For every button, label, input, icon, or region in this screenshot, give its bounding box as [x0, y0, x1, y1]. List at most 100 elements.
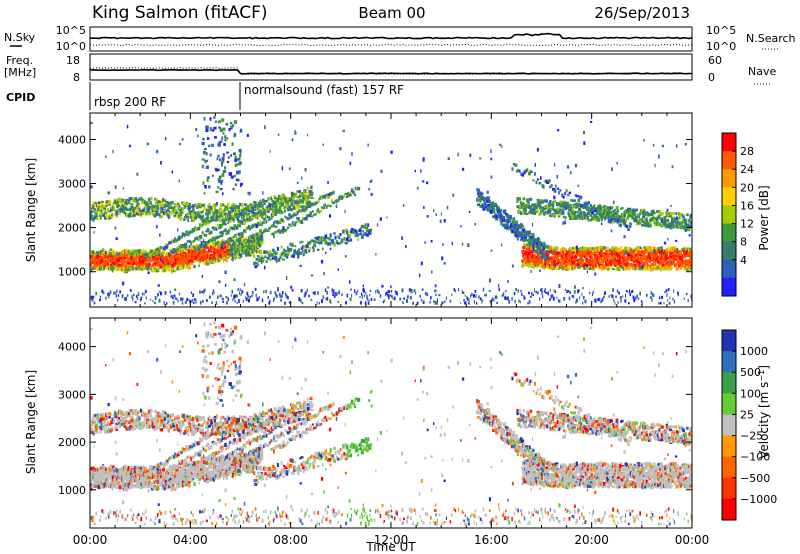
power-cell [544, 259, 546, 261]
cpid-label: CPID [6, 91, 35, 104]
power-cell [156, 210, 159, 214]
power-cell [333, 244, 336, 247]
power-cell [241, 238, 243, 241]
power-cell [582, 261, 584, 265]
power-cell [342, 230, 345, 233]
power-cell [204, 249, 206, 251]
power-cell [142, 293, 143, 296]
power-cell [207, 215, 209, 218]
power-cell [667, 219, 669, 222]
power-cell [179, 205, 181, 208]
power-cell [205, 126, 208, 130]
power-cell [235, 257, 237, 259]
power-cell [223, 143, 226, 146]
freq-label-line2: [MHz] [4, 66, 36, 79]
power-cell [146, 202, 149, 206]
power-cell [210, 154, 212, 157]
power-cell [200, 245, 202, 248]
power-cell [215, 121, 217, 123]
power-cell [154, 198, 156, 201]
power-cell [546, 199, 548, 203]
power-cell [358, 229, 361, 232]
power-cell [539, 206, 542, 210]
power-cell [357, 239, 359, 241]
power-cell [119, 268, 121, 271]
noise-right-tick-top: 10^5 [706, 24, 736, 37]
power-cell [317, 200, 320, 203]
power-cell [340, 233, 342, 236]
power-cell [203, 151, 206, 155]
power-cell [209, 203, 211, 206]
power-cell [208, 176, 210, 179]
power-cell [115, 200, 117, 204]
power-cell [104, 260, 106, 262]
power-cell [287, 202, 290, 204]
power-cell [222, 233, 224, 237]
power-cell [289, 206, 291, 210]
power-cell [234, 234, 237, 237]
power-cell [294, 245, 296, 247]
power-cell [621, 207, 624, 209]
power-cell [287, 218, 290, 221]
power-cell [239, 224, 241, 228]
power-cell [210, 231, 212, 235]
power-cell [229, 207, 232, 209]
power-cell [219, 176, 222, 180]
power-cell [569, 192, 571, 194]
power-cell [159, 205, 161, 209]
power-cell [529, 231, 531, 234]
power-cell [236, 237, 238, 240]
power-cell [215, 228, 217, 231]
power-cell [299, 191, 301, 194]
power-cell [684, 247, 686, 249]
power-cell [235, 156, 237, 159]
power-cell [278, 198, 280, 200]
power-cell [623, 267, 625, 270]
power-cell [247, 240, 250, 244]
power-cell [557, 248, 559, 251]
power-cell [146, 250, 148, 253]
power-cell [116, 294, 117, 298]
power-cell [650, 224, 652, 228]
power-cell [242, 206, 244, 209]
power-cell [281, 195, 283, 198]
power-cell [537, 252, 539, 254]
power-cell [103, 268, 105, 270]
power-cell [174, 269, 177, 271]
power-cell [221, 136, 223, 140]
power-cell [223, 220, 226, 224]
power-cell [99, 299, 101, 302]
power-cell [338, 236, 340, 239]
power-cell [289, 248, 292, 251]
power-cell [192, 293, 194, 297]
power-cell [236, 179, 239, 181]
power-cell [526, 168, 528, 172]
power-cell [298, 205, 301, 208]
power-cell [494, 208, 496, 212]
power-cell [226, 152, 228, 154]
power-cell [262, 257, 265, 259]
power-cell [234, 120, 237, 124]
power-cell [685, 220, 687, 224]
power-cell [323, 240, 326, 242]
power-cell [154, 302, 156, 304]
power-cell [635, 216, 637, 220]
power-cell [190, 231, 193, 234]
power-cell [310, 192, 313, 194]
power-cell [595, 265, 597, 268]
date-title: 26/Sep/2013 [594, 4, 690, 22]
power-cell [220, 205, 222, 207]
power-cell [128, 200, 131, 202]
power-cell [231, 240, 234, 242]
power-cell [626, 225, 628, 229]
power-cell [587, 204, 589, 207]
power-cell [282, 258, 285, 260]
power-cell [540, 210, 542, 214]
power-cell [100, 217, 102, 220]
power-cell [205, 185, 207, 188]
power-cell [185, 301, 187, 304]
power-cell [587, 216, 589, 219]
power-cell [566, 189, 568, 192]
power-cell [143, 293, 144, 296]
power-cell [589, 215, 592, 217]
